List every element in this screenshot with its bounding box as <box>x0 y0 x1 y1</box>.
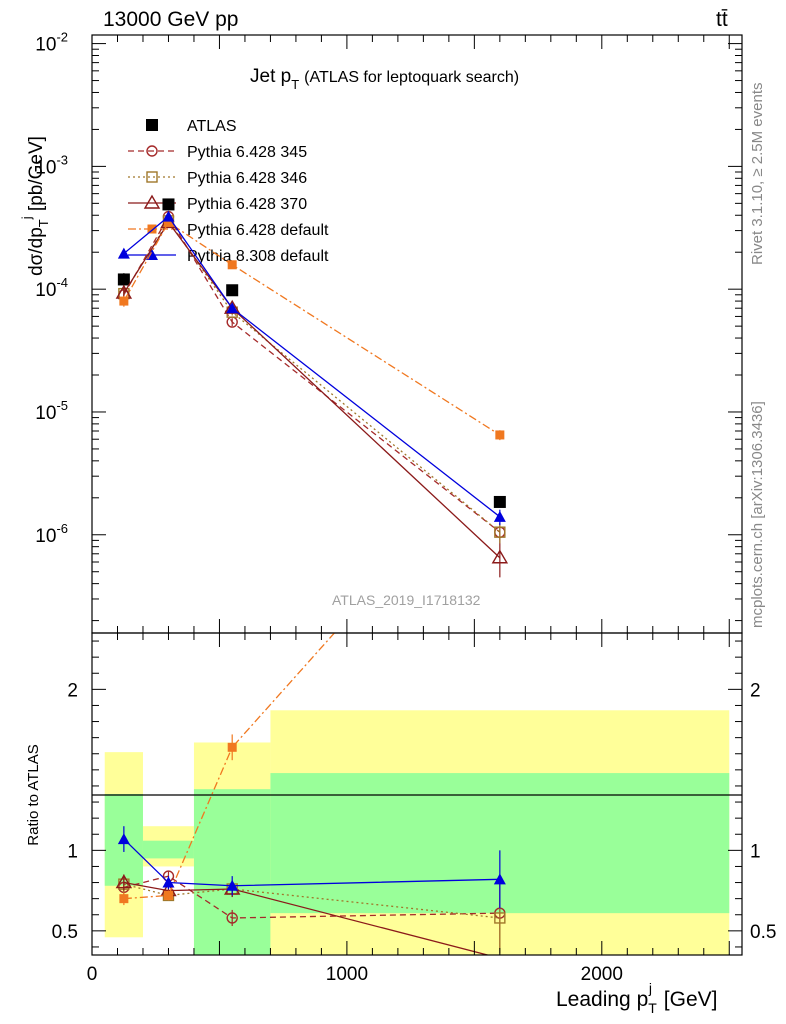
legend-marker <box>146 171 158 183</box>
legend-marker <box>143 194 161 209</box>
main-y-tick-label: 10-6 <box>35 521 68 547</box>
series-p8def <box>117 210 506 526</box>
x-axis-label: Leading pTj [GeV] <box>556 980 717 1016</box>
side-label-top: Rivet 3.1.10, ≥ 2.5M events <box>749 83 766 266</box>
data-point <box>493 510 506 522</box>
main-y-tick-label: 10-5 <box>35 398 68 424</box>
data-point <box>119 296 129 306</box>
series-line <box>123 215 501 533</box>
ratio-y-tick-label: 0.5 <box>52 922 78 943</box>
data-point <box>494 526 506 538</box>
main-y-tick-label: 10-2 <box>35 30 68 56</box>
ratio-series-line <box>123 881 490 955</box>
legend-marker <box>146 145 158 157</box>
ratio-y-axis-label: Ratio to ATLAS <box>25 744 42 845</box>
data-point <box>491 549 509 564</box>
data-point <box>162 198 175 211</box>
analysis-id: ATLAS_2019_I1718132 <box>332 592 481 608</box>
energy-label: 13000 GeV pp <box>103 8 238 31</box>
main-y-axis-label: dσ/dpTj [pb/GeV] <box>19 136 51 276</box>
ratio-point <box>226 912 238 924</box>
legend-marker <box>147 224 157 234</box>
series-p346 <box>118 215 506 544</box>
series-atlas <box>117 198 506 508</box>
series-p370 <box>115 213 509 578</box>
data-point <box>117 247 130 259</box>
legend: ATLAS Pythia 6.428 345 Pythia 6.428 346 Pyt… <box>128 118 329 265</box>
ratio-y-tick-label-right: 0.5 <box>750 922 776 943</box>
ratio-band-green <box>142 840 194 859</box>
ratio-band-green <box>193 789 271 955</box>
ratio-y-tick-label: 1 <box>67 841 78 862</box>
ratio-point <box>493 873 506 885</box>
ratio-point <box>162 876 175 888</box>
x-tick-label: 1000 <box>326 964 368 985</box>
ratio-series-p6def <box>119 633 336 906</box>
series-line <box>123 221 501 559</box>
plot-title-rest: (ATLAS for leptoquark search) <box>304 69 519 86</box>
ratio-series-p8def <box>117 826 506 909</box>
main-y-tick-labels: 10-6 10-5 10-4 10-3 10-2 <box>35 30 68 547</box>
data-point <box>226 284 239 297</box>
series-line <box>123 215 501 518</box>
ratio-data <box>115 633 506 955</box>
legend-label: Pythia 6.428 346 <box>187 170 307 187</box>
data-point <box>163 217 173 227</box>
ratio-series-line <box>123 875 500 919</box>
series-line <box>123 219 501 533</box>
ratio-point <box>117 833 130 845</box>
ratio-series-line <box>123 838 500 887</box>
ratio-axis-ticks <box>91 633 742 955</box>
series-p6def <box>119 217 505 441</box>
plot-title-subscript: T <box>291 77 299 92</box>
legend-marker <box>146 119 158 131</box>
ratio-tick-labels: 0.5 0.5 1 1 2 2 0 1000 2000 <box>52 680 777 985</box>
legend-label: Pythia 6.428 345 <box>187 144 307 161</box>
series-line <box>123 221 501 436</box>
ratio-point <box>227 742 237 752</box>
data-point <box>162 210 175 222</box>
main-axis-ticks <box>91 35 742 633</box>
legend-label: ATLAS <box>187 118 237 135</box>
plot-title-main: Jet p <box>250 66 291 87</box>
ratio-bands <box>104 710 730 955</box>
ratio-y-tick-label-right: 2 <box>750 680 761 701</box>
plot-title: Jet pT (ATLAS for leptoquark search) <box>250 66 519 92</box>
ratio-point <box>226 879 239 891</box>
side-label-bottom: mcplots.cern.ch [arXiv:1306.3436] <box>749 401 766 628</box>
data-point <box>493 495 506 508</box>
ratio-point <box>119 894 129 904</box>
ratio-y-tick-label-right: 1 <box>750 841 761 862</box>
ratio-panel-frame <box>91 632 743 956</box>
data-point <box>226 302 239 314</box>
ratio-point <box>494 912 506 924</box>
data-point <box>495 430 505 440</box>
data-point <box>227 260 237 270</box>
legend-label: Pythia 8.308 default <box>187 248 329 265</box>
ratio-y-tick-label: 2 <box>67 680 78 701</box>
process-label: tt̄ <box>716 8 728 31</box>
ratio-point <box>115 874 133 889</box>
data-point <box>117 273 130 286</box>
main-y-tick-label: 10-4 <box>35 275 68 301</box>
ratio-point <box>163 890 173 900</box>
main-y-tick-label: 10-3 <box>35 152 68 178</box>
x-tick-label: 2000 <box>581 964 623 985</box>
legend-label: Pythia 6.428 370 <box>187 196 307 213</box>
ratio-series-line <box>123 633 336 900</box>
legend-label: Pythia 6.428 default <box>187 222 329 239</box>
x-tick-label: 0 <box>87 964 98 985</box>
main-data <box>115 198 509 578</box>
